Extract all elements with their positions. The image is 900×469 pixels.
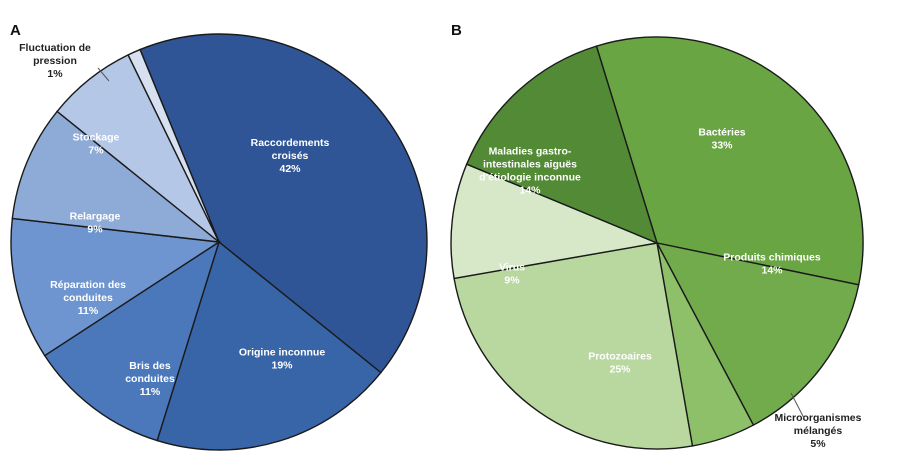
label-text-line: Bactéries <box>698 127 745 139</box>
label-bris-des-conduites: Bris des conduites 11% <box>125 360 175 398</box>
label-reparation-des-conduites: Réparation des conduites 11% <box>50 279 126 317</box>
label-percent: 9% <box>504 275 520 287</box>
label-percent: 7% <box>88 145 104 157</box>
label-percent: 42% <box>279 163 301 175</box>
label-origine-inconnue: Origine inconnue 19% <box>239 347 325 372</box>
panel-label-a: A <box>10 22 21 39</box>
label-virus: Virus 9% <box>499 262 525 287</box>
slice-origine-inconnue <box>156 240 382 451</box>
label-text-line: d'étiologie inconnue <box>479 172 581 184</box>
pie-b: Bactéries 33%Produits chimiques 14%Microor… <box>450 36 864 450</box>
label-percent: 9% <box>87 224 103 236</box>
label-text-line: croisés <box>272 150 309 162</box>
label-percent: 11% <box>140 386 161 398</box>
label-percent: 5% <box>810 438 826 450</box>
label-text-line: Raccordements <box>251 137 330 149</box>
label-microorganismes-melanges: Microorganismes mélangés 5% <box>775 412 862 450</box>
slice-bris-des-conduites <box>43 240 221 442</box>
label-bacteries: Bactéries 33% <box>698 127 745 152</box>
label-text-line: Fluctuation de <box>19 42 91 54</box>
label-maladies-gastro-intestinales-aigues-d-etiologie-inconnue: Maladies gastro-intestinales aiguës d'éti… <box>479 146 581 197</box>
label-percent: 11% <box>78 305 99 317</box>
slice-raccordements-croises <box>139 33 428 374</box>
slice-protozoaires <box>453 242 694 450</box>
label-percent: 14% <box>519 185 541 197</box>
label-text-line: conduites <box>125 373 175 385</box>
slice-fluctuation-de-pression <box>127 48 220 243</box>
label-text-line: pression <box>33 55 77 67</box>
label-text-line: conduites <box>63 292 113 304</box>
label-raccordements-croises: Raccordements croisés 42% <box>251 137 330 175</box>
label-text-line: Stockage <box>73 132 120 144</box>
slice-produits-chimiques <box>655 242 860 427</box>
label-percent: 14% <box>761 265 783 277</box>
slice-maladies-gastro-intestinales-aigues-d-etiologie-inconnue <box>465 45 659 245</box>
slice-virus <box>450 163 660 280</box>
leader-line <box>97 67 110 82</box>
pie-a: Raccordements croisés 42%Origine inconnue 1… <box>10 33 428 451</box>
label-text-line: Origine inconnue <box>239 347 325 359</box>
label-text-line: Produits chimiques <box>723 252 821 264</box>
label-protozoaires: Protozoaires 25% <box>588 351 652 376</box>
slice-reparation-des-conduites <box>10 217 222 357</box>
leader-line <box>790 392 806 421</box>
label-percent: 33% <box>711 140 733 152</box>
label-fluctuation-de-pression: Fluctuation de pression 1% <box>19 42 91 80</box>
panel-label-b: B <box>451 22 462 39</box>
label-text-line: Microorganismes <box>775 412 862 424</box>
slice-relargage <box>11 110 222 243</box>
label-text-line: mélangés <box>794 425 843 437</box>
label-text-line: Virus <box>499 262 525 274</box>
label-relargage: Relargage 9% <box>70 211 121 236</box>
label-stockage: Stockage 7% <box>73 132 120 157</box>
slice-bacteries <box>595 36 864 286</box>
label-percent: 1% <box>47 68 63 80</box>
label-text-line: intestinales aiguës <box>483 159 577 171</box>
label-text-line: Réparation des <box>50 279 126 291</box>
label-text-line: Relargage <box>70 211 121 223</box>
label-text-line: Bris des <box>129 360 171 372</box>
label-produits-chimiques: Produits chimiques 14% <box>723 252 821 277</box>
label-percent: 25% <box>609 364 631 376</box>
label-text-line: Protozoaires <box>588 351 652 363</box>
label-percent: 19% <box>271 360 293 372</box>
label-text-line: Maladies gastro- <box>489 146 572 158</box>
